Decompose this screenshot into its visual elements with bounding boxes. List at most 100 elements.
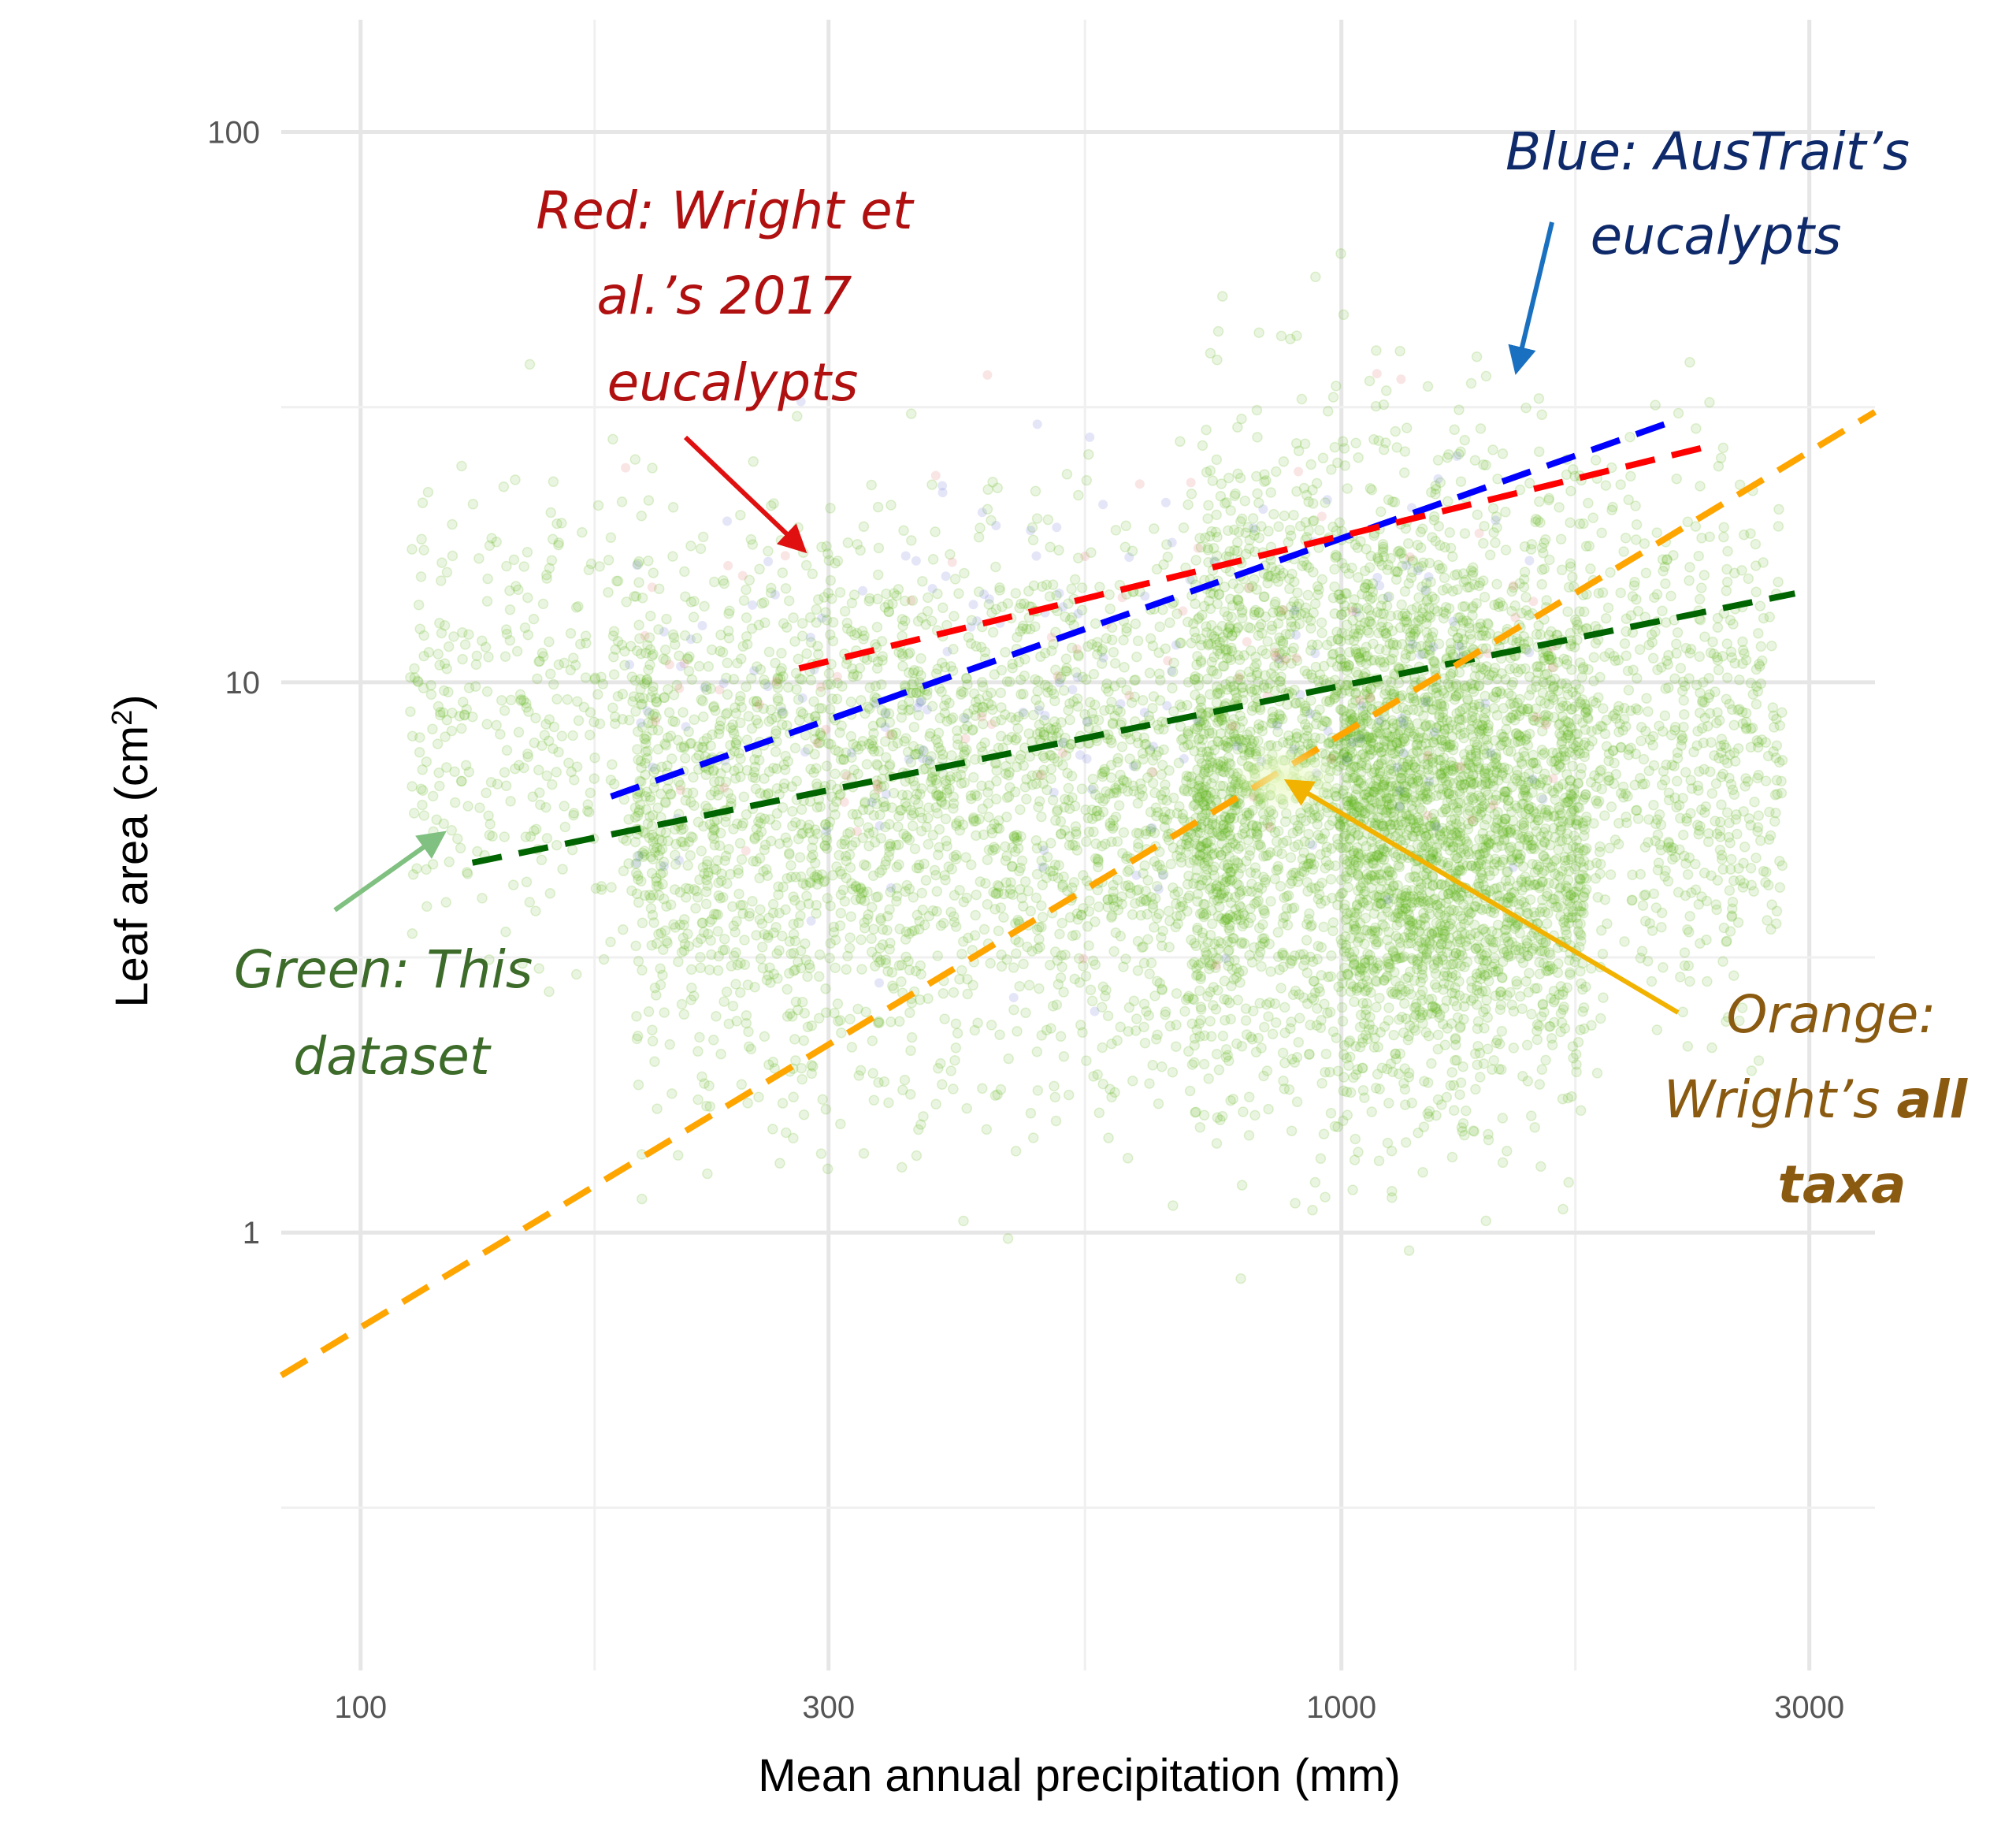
scatter-point: [834, 1015, 846, 1026]
scatter-point: [723, 843, 734, 855]
scatter-point: [1318, 921, 1329, 933]
scatter-point: [1320, 1191, 1331, 1202]
scatter-point: [1205, 689, 1216, 700]
scatter-point: [811, 908, 822, 919]
scatter-point: [1320, 1048, 1332, 1060]
scatter-point: [1147, 1060, 1158, 1071]
scatter-point: [1015, 804, 1026, 816]
scatter-point: [1138, 894, 1149, 905]
scatter-point: [1045, 866, 1056, 877]
scatter-point: [985, 957, 996, 969]
scatter-point: [643, 495, 655, 506]
scatter-point: [1007, 860, 1018, 872]
scatter-point: [696, 917, 708, 929]
scatter-point: [648, 567, 659, 578]
scatter-point: [866, 933, 877, 944]
scatter-point: [803, 898, 815, 909]
scatter-point: [927, 905, 939, 916]
scatter-point: [852, 768, 863, 779]
scatter-point: [945, 906, 956, 918]
scatter-point: [941, 835, 952, 846]
scatter-point: [863, 595, 874, 607]
scatter-point: [1275, 635, 1286, 647]
scatter-point: [845, 697, 857, 708]
scatter-point: [1157, 864, 1168, 875]
scatter-point: [929, 864, 941, 876]
scatter-point: [1206, 629, 1217, 641]
scatter-point: [1211, 1138, 1223, 1149]
scatter-point: [1370, 400, 1382, 412]
scatter-point: [876, 679, 887, 690]
scatter-point: [1372, 1068, 1383, 1080]
scatter-point: [983, 812, 994, 823]
scatter-point: [1050, 664, 1061, 675]
scatter-point: [1197, 908, 1208, 919]
scatter-point: [1105, 603, 1116, 615]
scatter-point: [836, 720, 847, 731]
scatter-point: [897, 704, 908, 715]
scatter-point: [663, 707, 675, 719]
scatter-point: [1000, 709, 1011, 720]
scatter-point: [670, 716, 681, 727]
scatter-point: [1212, 354, 1223, 366]
scatter-point: [1312, 589, 1324, 600]
scatter-point: [867, 870, 879, 882]
scatter-point: [689, 884, 700, 895]
scatter-point: [1088, 826, 1099, 838]
scatter-point: [652, 842, 663, 853]
scatter-point: [1300, 517, 1312, 528]
scatter-point: [893, 647, 904, 658]
scatter-point: [678, 913, 690, 925]
scatter-point: [1450, 1055, 1461, 1066]
scatter-point: [632, 850, 644, 862]
scatter-point: [1327, 392, 1339, 403]
scatter-point: [815, 1148, 827, 1159]
scatter-point: [869, 792, 881, 804]
scatter-point: [808, 1061, 819, 1072]
scatter-point: [753, 1091, 764, 1102]
scatter-point: [692, 816, 704, 828]
scatter-point: [839, 896, 851, 907]
scatter-point: [1289, 1057, 1301, 1068]
scatter-point: [642, 745, 653, 756]
scatter-point: [1259, 469, 1270, 480]
scatter-point: [1225, 654, 1237, 666]
scatter-point: [1174, 801, 1185, 812]
scatter-point: [701, 874, 712, 886]
scatter-point: [736, 653, 747, 664]
scatter-point: [632, 559, 644, 570]
scatter-point: [888, 983, 900, 994]
scatter-point: [862, 913, 873, 925]
scatter-point: [748, 455, 759, 467]
scatter-point: [926, 771, 938, 782]
scatter-point: [789, 894, 800, 906]
scatter-point: [758, 703, 770, 715]
scatter-point: [645, 903, 657, 914]
scatter-point: [1338, 309, 1350, 321]
scatter-point: [782, 682, 794, 693]
scatter-point: [716, 868, 727, 879]
scatter-point: [869, 837, 881, 848]
scatter-point: [1057, 879, 1068, 890]
scatter-point: [739, 935, 750, 946]
scatter-point: [1134, 828, 1145, 839]
scatter-point: [1124, 882, 1136, 894]
scatter-point: [754, 914, 766, 925]
scatter-point: [897, 700, 908, 711]
scatter-point: [673, 956, 684, 968]
scatter-point: [956, 964, 967, 976]
scatter-point: [1208, 772, 1220, 783]
scatter-point: [907, 926, 918, 937]
scatter-point: [703, 661, 715, 672]
scatter-point: [1205, 883, 1216, 894]
scatter-point: [1171, 1019, 1182, 1031]
scatter-point: [1219, 606, 1231, 618]
scatter-point: [893, 1016, 905, 1028]
scatter-point: [1178, 522, 1190, 533]
scatter-point: [952, 725, 963, 737]
scatter-point: [651, 875, 663, 887]
scatter-point: [1155, 675, 1166, 686]
scatter-point: [1279, 1057, 1290, 1068]
scatter-point: [783, 848, 795, 859]
scatter-point: [751, 696, 763, 707]
